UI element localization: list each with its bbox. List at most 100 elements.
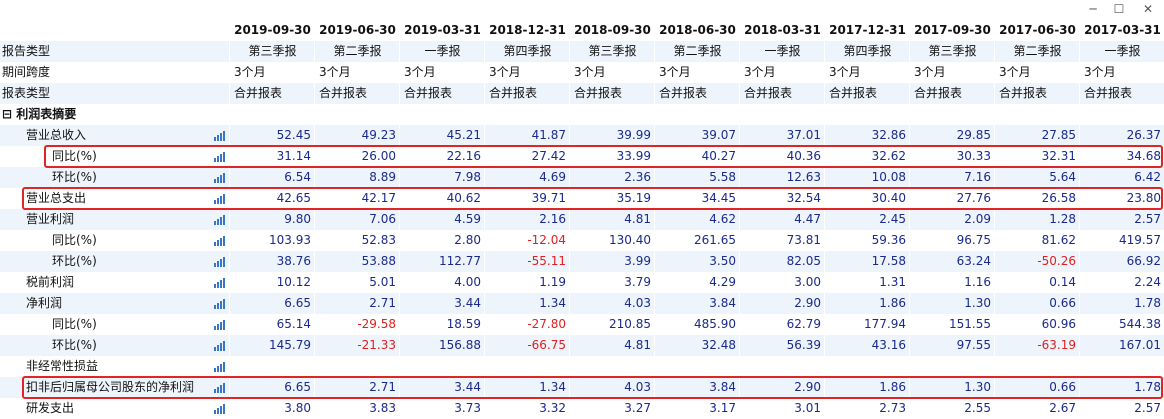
table-row[interactable]: 同比(%) 31.14 26.00 22.16 27.42 33.99 40.27 40.36… xyxy=(0,146,1164,167)
period-header[interactable]: 2018-03-31 xyxy=(744,23,821,37)
value-cell: 7.16 xyxy=(964,170,991,184)
value-cell: 7.06 xyxy=(369,212,396,226)
value-cell: 4.03 xyxy=(624,380,651,394)
table-row[interactable]: 营业总支出 42.65 42.17 40.62 39.71 35.19 34.45 32.54… xyxy=(0,188,1164,209)
value-cell: 2.09 xyxy=(964,212,991,226)
value-cell: -12.04 xyxy=(527,233,566,247)
value-cell: 18.59 xyxy=(446,317,481,331)
close-icon[interactable]: ✕ xyxy=(1142,2,1154,16)
column-divider xyxy=(994,20,995,418)
table-row[interactable]: 期间跨度 3个月 3个月 3个月 3个月 3个月 3个月 3个月 3个月 3个月 3个月 3个月 xyxy=(0,62,1164,83)
table-row[interactable]: 营业利润 9.80 7.06 4.59 2.16 4.81 4.62 4.47 2.45 2.09… xyxy=(0,209,1164,230)
value-cell: 合并报表 xyxy=(404,86,453,100)
value-cell: -55.11 xyxy=(527,254,566,268)
section-header-row[interactable]: ⊟ 利润表摘要 xyxy=(0,104,1164,125)
value-cell: 63.24 xyxy=(956,254,991,268)
value-cell: 4.81 xyxy=(624,338,651,352)
table-row[interactable]: 扣非后归属母公司股东的净利润 6.65 2.71 3.44 1.34 4.03 3.84 2.… xyxy=(0,377,1164,398)
period-header[interactable]: 2019-09-30 xyxy=(234,23,311,37)
value-cell: 261.65 xyxy=(694,233,736,247)
bar-chart-icon[interactable] xyxy=(214,257,226,267)
value-cell: 2.71 xyxy=(369,380,396,394)
table-row[interactable]: 税前利润 10.12 5.01 4.00 1.19 3.79 4.29 3.00 1.31 1.1… xyxy=(0,272,1164,293)
value-cell: 4.81 xyxy=(624,212,651,226)
table-row[interactable]: 净利润 6.65 2.71 3.44 1.34 4.03 3.84 2.90 1.86 1.30 0… xyxy=(0,293,1164,314)
bar-chart-icon[interactable] xyxy=(214,215,226,225)
table-row[interactable]: 研发支出 3.80 3.83 3.73 3.32 3.27 3.17 3.01 2.73 2.55… xyxy=(0,398,1164,419)
value-cell: 合并报表 xyxy=(1084,86,1133,100)
bar-chart-icon[interactable] xyxy=(214,152,226,162)
table-row[interactable]: 报告类型 第三季报 第二季报 一季报 第四季报 第三季报 第二季报 一季报 第四季报 第三季报 第二… xyxy=(0,41,1164,62)
table-row[interactable]: 同比(%) 103.93 52.83 2.80 -12.04 130.40 261.65 73… xyxy=(0,230,1164,251)
bar-chart-icon[interactable] xyxy=(214,236,226,246)
value-cell: 31.14 xyxy=(276,149,311,163)
row-label-cell: 营业总支出 xyxy=(0,188,230,209)
value-cell: 一季报 xyxy=(424,44,461,58)
value-cell: 22.16 xyxy=(446,149,481,163)
value-cell: 40.27 xyxy=(701,149,736,163)
period-header[interactable]: 2018-06-30 xyxy=(659,23,736,37)
value-cell: 32.54 xyxy=(786,191,821,205)
value-cell: 26.37 xyxy=(1126,128,1161,142)
value-cell: 1.86 xyxy=(879,296,906,310)
value-cell: 3个月 xyxy=(489,65,521,79)
bar-chart-icon[interactable] xyxy=(214,299,226,309)
bar-chart-icon[interactable] xyxy=(214,173,226,183)
value-cell: 3个月 xyxy=(914,65,946,79)
row-label: 非经常性损益 xyxy=(26,359,99,373)
value-cell: 59.36 xyxy=(871,233,906,247)
table-row[interactable]: 同比(%) 65.14 -29.58 18.59 -27.80 210.85 485.90 6… xyxy=(0,314,1164,335)
period-header[interactable]: 2019-06-30 xyxy=(319,23,396,37)
value-cell: 第二季报 xyxy=(333,44,382,58)
period-header[interactable]: 2017-09-30 xyxy=(914,23,991,37)
row-label-cell: 净利润 xyxy=(0,293,230,314)
value-cell: 544.38 xyxy=(1119,317,1161,331)
bar-chart-icon[interactable] xyxy=(214,341,226,351)
row-label-cell: ⊟ 利润表摘要 xyxy=(0,104,230,125)
period-header[interactable]: 2018-12-31 xyxy=(489,23,566,37)
bar-chart-icon[interactable] xyxy=(214,404,226,414)
row-label-cell: 同比(%) xyxy=(0,146,230,167)
column-divider xyxy=(569,20,570,418)
value-cell: 27.85 xyxy=(1041,128,1076,142)
row-label-cell: 同比(%) xyxy=(0,314,230,335)
value-cell: 82.05 xyxy=(786,254,821,268)
bar-chart-icon[interactable] xyxy=(214,131,226,141)
period-header[interactable]: 2018-09-30 xyxy=(574,23,651,37)
period-header[interactable]: 2017-03-31 xyxy=(1084,23,1161,37)
value-cell: 49.23 xyxy=(361,128,396,142)
value-cell: 3.80 xyxy=(284,401,311,415)
bar-chart-icon[interactable] xyxy=(214,362,226,372)
table-row[interactable]: 环比(%) 38.76 53.88 112.77 -55.11 3.99 3.50 82.05… xyxy=(0,251,1164,272)
value-cell: 8.89 xyxy=(369,170,396,184)
value-cell: 6.54 xyxy=(284,170,311,184)
bar-chart-icon[interactable] xyxy=(214,383,226,393)
value-cell: 0.66 xyxy=(1049,296,1076,310)
value-cell: 1.30 xyxy=(964,296,991,310)
period-header[interactable]: 2019-03-31 xyxy=(404,23,481,37)
value-cell: 167.01 xyxy=(1119,338,1161,352)
table-row[interactable]: 环比(%) 145.79 -21.33 156.88 -66.75 4.81 32.48 56… xyxy=(0,335,1164,356)
row-label-cell: 扣非后归属母公司股东的净利润 xyxy=(0,377,230,398)
maximize-icon[interactable]: ☐ xyxy=(1113,2,1125,16)
value-cell: 3.99 xyxy=(624,254,651,268)
row-label: 环比(%) xyxy=(52,254,97,268)
value-cell: 23.80 xyxy=(1126,191,1161,205)
value-cell: -66.75 xyxy=(527,338,566,352)
value-cell: 4.69 xyxy=(539,170,566,184)
bar-chart-icon[interactable] xyxy=(214,320,226,330)
period-header[interactable]: 2017-06-30 xyxy=(999,23,1076,37)
table-row[interactable]: 报表类型 合并报表 合并报表 合并报表 合并报表 合并报表 合并报表 合并报表 合并报表 合并报表… xyxy=(0,83,1164,104)
row-label: 环比(%) xyxy=(52,338,97,352)
value-cell: 一季报 xyxy=(1104,44,1141,58)
value-cell: 156.88 xyxy=(439,338,481,352)
bar-chart-icon[interactable] xyxy=(214,278,226,288)
period-header[interactable]: 2017-12-31 xyxy=(829,23,906,37)
minimize-icon[interactable]: ─ xyxy=(1089,2,1097,16)
table-row[interactable]: 非经常性损益 xyxy=(0,356,1164,377)
table-row[interactable]: 环比(%) 6.54 8.89 7.98 4.69 2.36 5.58 12.63 10.08 7… xyxy=(0,167,1164,188)
value-cell: 1.19 xyxy=(539,275,566,289)
value-cell: 2.57 xyxy=(1134,401,1161,415)
table-row[interactable]: 营业总收入 52.45 49.23 45.21 41.87 39.99 39.07 37.01… xyxy=(0,125,1164,146)
bar-chart-icon[interactable] xyxy=(214,194,226,204)
